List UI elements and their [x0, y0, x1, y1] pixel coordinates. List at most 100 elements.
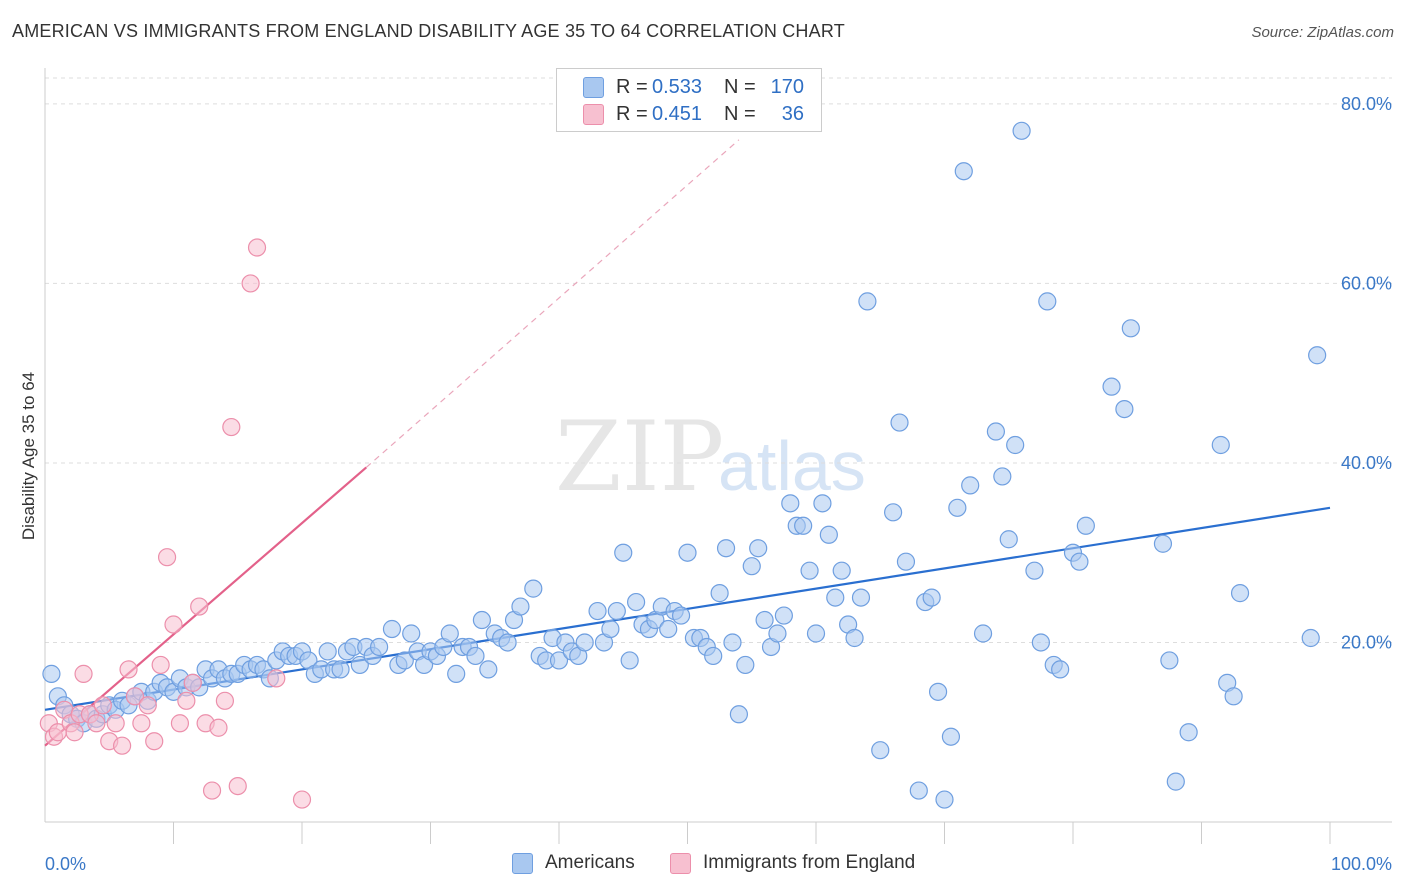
americans-point: [890, 413, 909, 432]
americans-point: [1070, 552, 1089, 571]
americans-point: [768, 624, 787, 643]
americans-point: [993, 467, 1012, 486]
y-axis-label: Disability Age 35 to 64: [19, 372, 38, 540]
legend-r-label: R =: [616, 102, 648, 125]
immigrants-point: [125, 687, 145, 706]
americans-point: [1121, 319, 1140, 338]
americans-point: [1224, 687, 1243, 706]
watermark-zip: ZIP: [555, 401, 724, 513]
watermark-atlas: atlas: [718, 427, 866, 505]
americans-point: [370, 637, 389, 657]
immigrants-point: [183, 673, 202, 692]
americans-point: [710, 584, 729, 603]
y-tick-label: 60.0%: [1341, 273, 1392, 293]
americans-point: [524, 579, 543, 598]
americans-point: [1115, 399, 1134, 419]
americans-point: [350, 655, 369, 675]
americans-point: [1153, 534, 1173, 553]
americans-point: [774, 606, 793, 625]
legend-r-label: R =: [616, 75, 648, 98]
immigrants-point: [177, 691, 196, 710]
immigrants-point: [170, 714, 190, 733]
americans-point: [749, 539, 768, 558]
americans-point: [999, 530, 1018, 549]
immigrants-point: [93, 696, 112, 715]
bottom-legend-americans[interactable]: Americans: [512, 852, 635, 874]
americans-point: [1031, 633, 1050, 652]
americans-point: [883, 503, 903, 522]
legend-n-value: 170: [770, 75, 804, 98]
americans-point: [871, 741, 890, 760]
legend-row-americans: R = 0.533 N = 170: [583, 74, 804, 100]
immigrants-point: [164, 615, 183, 634]
immigrants-point: [247, 238, 267, 257]
americans-point: [614, 543, 633, 562]
americans-point: [755, 610, 774, 630]
americans-point: [395, 651, 414, 670]
americans-point: [549, 651, 569, 670]
americans-point: [1230, 584, 1250, 603]
americans-point: [736, 655, 755, 675]
americans-point: [845, 628, 864, 648]
legend-swatch-americans: [512, 852, 533, 874]
americans-point: [716, 539, 736, 558]
americans-point: [1076, 516, 1095, 535]
legend-swatch-immigrants: [670, 852, 691, 874]
legend-row-immigrants: R = 0.451 N = 36: [583, 101, 804, 127]
americans-point: [1006, 435, 1025, 455]
americans-point: [472, 610, 491, 630]
americans-point: [402, 624, 421, 643]
legend-n-value: 36: [781, 102, 804, 125]
americans-point: [1102, 377, 1121, 396]
americans-point: [896, 552, 916, 571]
americans-point: [941, 727, 961, 746]
americans-point: [704, 646, 723, 666]
immigrants-point: [112, 736, 132, 755]
immigrants-point: [65, 723, 84, 742]
americans-point: [851, 588, 871, 607]
americans-point: [973, 624, 993, 643]
americans-point: [678, 543, 697, 562]
americans-point: [1166, 772, 1185, 791]
americans-point: [832, 561, 851, 580]
immigrants-trend-extension: [365, 139, 740, 468]
bottom-legend-immigrants[interactable]: Immigrants from England: [670, 852, 915, 874]
immigrants-point: [151, 655, 170, 675]
americans-point: [440, 624, 459, 643]
y-tick-label: 20.0%: [1341, 632, 1392, 652]
legend-r-value: 0.451: [652, 102, 703, 125]
americans-point: [800, 561, 819, 580]
immigrants-point: [132, 714, 151, 733]
americans-point: [948, 498, 967, 517]
americans-point: [986, 422, 1006, 441]
y-tick-label: 40.0%: [1341, 453, 1392, 473]
americans-point: [729, 705, 749, 724]
immigrants-point: [292, 790, 312, 809]
americans-point: [1051, 660, 1070, 679]
americans-point: [1211, 435, 1230, 455]
americans-point: [1012, 121, 1031, 140]
americans-point: [447, 664, 466, 683]
immigrants-point: [202, 781, 222, 800]
americans-point: [928, 682, 948, 701]
americans-point: [794, 516, 813, 535]
legend-n-label: N =: [724, 75, 756, 98]
americans-point: [42, 664, 61, 683]
immigrants-point: [228, 776, 247, 796]
immigrants-point: [190, 597, 209, 616]
immigrants-point: [222, 417, 241, 437]
americans-point: [1160, 651, 1179, 670]
legend-swatch-americans: [583, 76, 604, 98]
legend-r-value: 0.533: [652, 75, 703, 98]
immigrants-point: [215, 691, 234, 710]
americans-point: [588, 601, 607, 621]
americans-point: [1025, 561, 1044, 580]
americans-point: [659, 619, 678, 639]
americans-point: [318, 642, 337, 661]
americans-point: [1038, 292, 1057, 311]
americans-point: [961, 476, 980, 495]
immigrants-point: [157, 548, 177, 567]
americans-point: [781, 494, 800, 513]
immigrants-point: [119, 660, 138, 679]
